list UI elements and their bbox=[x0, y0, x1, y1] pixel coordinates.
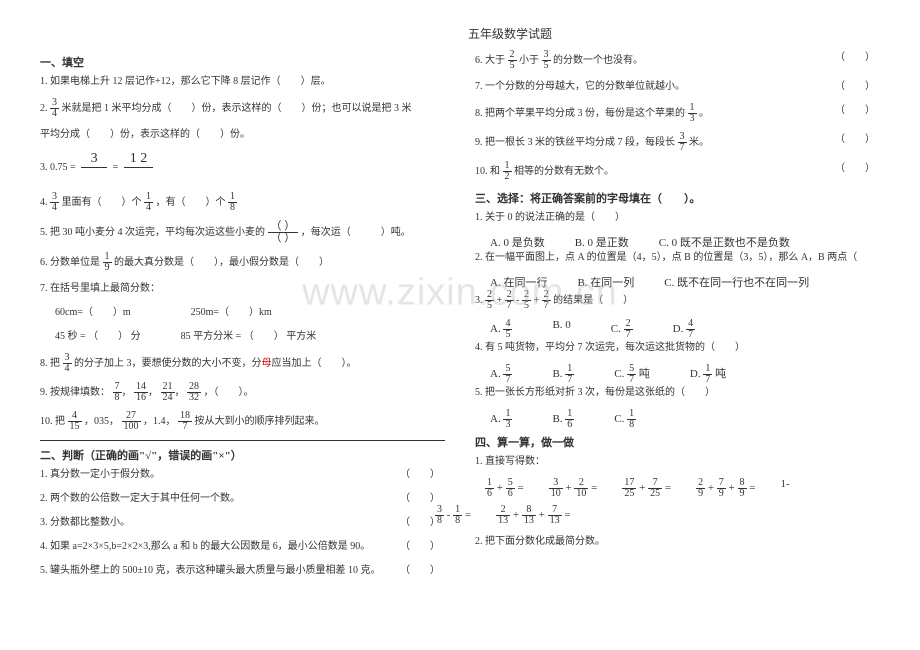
q1-2a: 2. bbox=[40, 103, 50, 114]
q1-6a: 6. 分数单位是 bbox=[40, 257, 103, 268]
q1-3-f2: 1 2 bbox=[124, 151, 154, 184]
q4-1: 1. 直接写得数： bbox=[475, 454, 880, 470]
q4-2: 2. 把下面分数化成最简分数。 bbox=[475, 534, 880, 550]
q1-10a: 10. 把 bbox=[40, 416, 68, 427]
q1-4c: ，有（ ）个 bbox=[156, 197, 229, 208]
q1-4: 4. 34 里面有（ ）个 14 ，有（ ）个 18 bbox=[40, 192, 445, 213]
q1-4a: 4. bbox=[40, 197, 50, 208]
q1-8-red: 母 bbox=[262, 358, 272, 369]
q1-3eq: = bbox=[113, 162, 121, 173]
q1-5: 5. 把 30 吨小麦分 4 次运完，平均每次运这些小麦的 （ ）（ ） ，每次… bbox=[40, 221, 445, 244]
q1-4-f2: 14 bbox=[144, 192, 153, 213]
left-column: 一、填空 1. 如果电梯上升 12 层记作+12，那么它下降 8 层记作（ ）层… bbox=[40, 50, 445, 587]
q1-10-f3: 187 bbox=[178, 411, 192, 432]
q1-5b: ，每次运（ ）吨。 bbox=[301, 227, 411, 238]
q1-9-f2: 1416 bbox=[134, 382, 148, 403]
q2-4: 4. 如果 a=2×3×5,b=2×2×3,那么 a 和 b 的最大公因数是 6… bbox=[40, 539, 445, 555]
q1-5a: 5. 把 30 吨小麦分 4 次运完，平均每次运这些小麦的 bbox=[40, 227, 268, 238]
q1-10-f2: 27100 bbox=[122, 411, 141, 432]
q1-2-frac: 34 bbox=[50, 98, 59, 119]
q1-10b: ，035， bbox=[84, 416, 119, 427]
q1-7: 7. 在括号里填上最简分数： bbox=[40, 281, 445, 297]
q1-3a: 3. 0.75 = bbox=[40, 162, 78, 173]
q1-1: 1. 如果电梯上升 12 层记作+12，那么它下降 8 层记作（ ）层。 bbox=[40, 74, 445, 90]
q2-5: 5. 罐头瓶外壁上的 500±10 克，表示这种罐头最大质量与最小质量相差 10… bbox=[40, 563, 445, 579]
q1-8: 8. 把 34 的分子加上 3，要想使分数的大小不变，分母应当加上（ ）。 bbox=[40, 353, 445, 374]
q3-5-choices: A. 13 B. 16 C. 18 bbox=[490, 409, 880, 430]
q3-4-choices: A. 57 B. 17 C. 57 吨 D. 17 吨 bbox=[490, 364, 880, 385]
q1-2c: 平均分成（ ）份，表示这样的（ ）份。 bbox=[40, 127, 445, 143]
q1-4-f1: 34 bbox=[50, 192, 59, 213]
section2-header: 二、判断（正确的画"√"，错误的画"×"） bbox=[40, 447, 445, 463]
q1-9b: ，（ ）。 bbox=[204, 387, 254, 398]
q1-9-f1: 78 bbox=[113, 382, 122, 403]
q1-10-f1: 415 bbox=[68, 411, 82, 432]
q2-6: 6. 大于 25 小于 35 的分数一个也没有。 （ ） bbox=[475, 50, 880, 71]
q1-9: 9. 按规律填数： 78， 1416， 2124， 2832 ，（ ）。 bbox=[40, 382, 445, 403]
q2-1: 1. 真分数一定小于假分数。（ ） bbox=[40, 467, 445, 483]
q1-9a: 9. 按规律填数： bbox=[40, 387, 110, 398]
q1-10d: 按从大到小的顺序排列起来。 bbox=[195, 416, 325, 427]
q3-4: 4. 有 5 吨货物，平均分 7 次运完，每次运这批货物的（ ） bbox=[475, 340, 880, 356]
q1-7-l2: 45 秒 = （ ） 分 85 平方分米 = （ ） 平方米 bbox=[55, 329, 445, 345]
section1-header: 一、填空 bbox=[40, 54, 445, 70]
q1-5-f: （ ）（ ） bbox=[268, 221, 299, 244]
q1-9-f3: 2124 bbox=[161, 382, 175, 403]
q1-3-f1: 3 bbox=[81, 151, 107, 184]
q1-7-l1: 60cm=（ ）m 250m=（ ）km bbox=[55, 305, 445, 321]
content-columns: 一、填空 1. 如果电梯上升 12 层记作+12，那么它下降 8 层记作（ ）层… bbox=[40, 50, 880, 587]
q2-7: 7. 一个分数的分母越大，它的分数单位就越小。（ ） bbox=[475, 79, 880, 95]
q3-2-choices: A. 在同一行 B. 在同一列 C. 既不在同一行也不在同一列 bbox=[490, 274, 880, 290]
q1-10: 10. 把 415 ，035， 27100 ，1.4， 187 按从大到小的顺序… bbox=[40, 411, 445, 432]
q1-10c: ，1.4， bbox=[143, 416, 176, 427]
q2-10: 10. 和 12 相等的分数有无数个。 （ ） bbox=[475, 161, 880, 182]
q1-3: 3. 0.75 = 3 = 1 2 bbox=[40, 151, 445, 184]
q1-6-f: 19 bbox=[103, 252, 112, 273]
q3-5: 5. 把一张长方形纸对折 3 次，每份是这张纸的（ ） bbox=[475, 385, 880, 401]
section4-header: 四、算一算，做一做 bbox=[475, 434, 880, 450]
right-column: 6. 大于 25 小于 35 的分数一个也没有。 （ ） 7. 一个分数的分母越… bbox=[475, 50, 880, 587]
q1-4b: 里面有（ ）个 bbox=[62, 197, 145, 208]
section3-header: 三、选择：将正确答案前的字母填在（ ）。 bbox=[475, 190, 880, 206]
q2-3: 3. 分数都比整数小。（ ） bbox=[40, 515, 445, 531]
q1-8-f: 34 bbox=[63, 353, 72, 374]
q2-9: 9. 把一根长 3 米的铁丝平均分成 7 段，每段长 37 米。 （ ） bbox=[475, 132, 880, 153]
q1-2: 2. 34 米就是把 1 米平均分成（ ）份，表示这样的（ ）份；也可以说是把 … bbox=[40, 98, 445, 119]
q1-4-f3: 18 bbox=[228, 192, 237, 213]
calc-row-1: 16 + 56 = 310 + 210 = 1725 + 725 = 29 + … bbox=[485, 478, 880, 499]
q1-6: 6. 分数单位是 19 的最大真分数是（ ），最小假分数是（ ） bbox=[40, 252, 445, 273]
q3-2: 2. 在一幅平面图上，点 A 的位置是（4，5），点 B 的位置是（3，5），那… bbox=[475, 250, 880, 266]
q1-8a: 8. 把 bbox=[40, 358, 63, 369]
q1-2b: 米就是把 1 米平均分成（ ）份，表示这样的（ ）份；也可以说是把 3 米 bbox=[62, 103, 412, 114]
q1-8b: 的分子加上 3，要想使分数的大小不变，分 bbox=[74, 358, 262, 369]
q1-6b: 的最大真分数是（ ），最小假分数是（ ） bbox=[114, 257, 329, 268]
calc-row-2: 38 - 18 = 213 + 813 + 713 = bbox=[435, 505, 880, 526]
answer-line bbox=[40, 440, 445, 441]
page-title: 五年级数学试题 bbox=[140, 25, 880, 42]
q1-8c: 应当加上（ ）。 bbox=[272, 358, 357, 369]
q2-2: 2. 两个数的公倍数一定大于其中任何一个数。（ ） bbox=[40, 491, 445, 507]
q3-3-choices: A. 45 B. 0 C. 27 D. 47 bbox=[490, 319, 880, 340]
q2-8: 8. 把两个苹果平均分成 3 份，每份是这个苹果的 13 。 （ ） bbox=[475, 103, 880, 124]
q3-3: 3. 25 + 27 - 25 + 27 的结果是（ ） bbox=[475, 290, 880, 311]
q3-1-choices: A. 0 是负数 B. 0 是正数 C. 0 既不是正数也不是负数 bbox=[490, 234, 880, 250]
q3-1: 1. 关于 0 的说法正确的是（ ） bbox=[475, 210, 880, 226]
q1-9-f4: 2832 bbox=[187, 382, 201, 403]
